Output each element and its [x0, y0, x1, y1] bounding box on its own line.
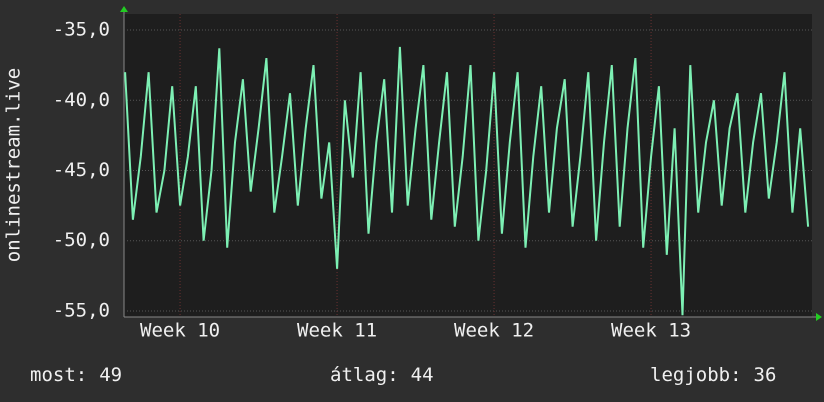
stat-value: 36	[754, 364, 777, 386]
stat-label: átlag:	[330, 364, 399, 386]
data-line	[124, 46, 810, 316]
y-tick-label: -45,0	[53, 159, 110, 181]
plot-area	[124, 14, 812, 317]
y-axis-label: onlinestream.live	[3, 68, 25, 262]
x-tick-label: Week 12	[454, 320, 534, 342]
y-tick-label: -50,0	[53, 229, 110, 251]
x-tick-label: Week 13	[611, 320, 691, 342]
stat-label: legjobb:	[650, 364, 742, 386]
x-arrow	[816, 313, 822, 321]
stat-value: 44	[411, 364, 434, 386]
stat-label: most:	[30, 364, 87, 386]
y-tick-label: -40,0	[53, 89, 110, 111]
stat: most: 49	[30, 364, 122, 386]
y-tick-label: -55,0	[53, 299, 110, 321]
stat: átlag: 44	[330, 364, 434, 386]
y-arrow	[120, 6, 128, 12]
stat: legjobb: 36	[650, 364, 776, 386]
x-tick-label: Week 10	[140, 320, 220, 342]
stat-value: 49	[99, 364, 122, 386]
y-tick-label: -35,0	[53, 19, 110, 41]
x-tick-label: Week 11	[297, 320, 377, 342]
